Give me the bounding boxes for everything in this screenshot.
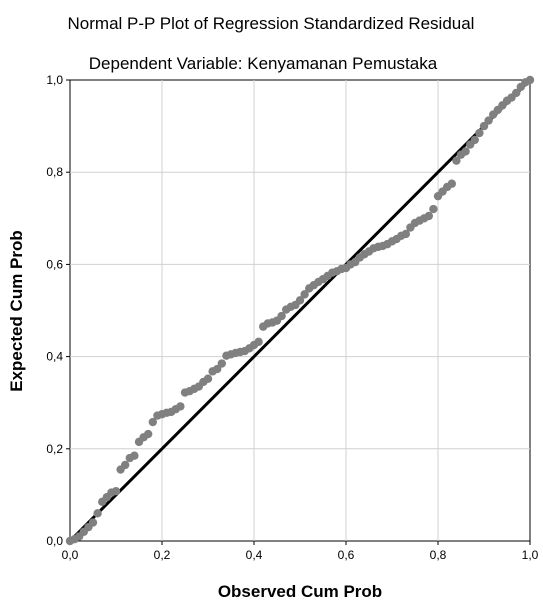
- x-tick-label: 1,0: [522, 548, 539, 562]
- y-tick-label: 1,0: [46, 73, 63, 87]
- data-point: [300, 290, 309, 299]
- y-tick-label: 0,0: [46, 534, 63, 548]
- data-point: [295, 296, 305, 305]
- y-tick-label: 0,6: [46, 257, 63, 271]
- grid-lines: [66, 79, 531, 545]
- y-tick-label: 0,8: [46, 165, 63, 179]
- x-tick-label: 0,4: [246, 548, 263, 562]
- y-axis-title: Expected Cum Prob: [7, 230, 26, 392]
- data-point: [525, 75, 535, 85]
- data-point: [401, 229, 410, 239]
- data-point: [88, 518, 98, 527]
- chart-subtitle: Dependent Variable: Kenyamanan Pemustaka: [89, 54, 438, 73]
- data-point: [479, 121, 489, 131]
- data-point: [217, 359, 226, 368]
- data-point: [484, 116, 493, 125]
- data-point: [447, 179, 456, 188]
- x-tick-label: 0,8: [430, 548, 447, 562]
- data-point: [277, 311, 286, 321]
- data-point: [144, 429, 153, 439]
- data-point: [512, 88, 521, 98]
- data-point: [176, 402, 185, 411]
- data-point: [111, 487, 121, 496]
- data-point: [130, 451, 139, 460]
- reference-line: [68, 78, 532, 543]
- data-point: [424, 211, 433, 221]
- data-point: [93, 509, 102, 518]
- x-tick-label: 0,0: [62, 548, 79, 562]
- data-point: [452, 156, 461, 165]
- x-tick-label: 0,2: [154, 548, 171, 562]
- data-point: [121, 460, 130, 470]
- x-tick-label: 0,6: [338, 548, 355, 562]
- data-point: [461, 147, 470, 156]
- y-tick-label: 0,4: [46, 350, 63, 364]
- data-points: [65, 75, 535, 546]
- data-point: [429, 204, 438, 214]
- data-point: [148, 417, 157, 427]
- data-point: [213, 364, 222, 374]
- data-point: [470, 135, 479, 145]
- data-point: [475, 128, 484, 138]
- x-axis-title: Observed Cum Prob: [218, 582, 382, 601]
- tick-labels: 0,0 0,2 0,4 0,6 0,8 1,0 0,0 0,2 0,4 0,6 0,8 1,0: [46, 73, 538, 562]
- data-point: [254, 337, 263, 347]
- y-tick-label: 0,2: [46, 442, 63, 456]
- data-point: [203, 374, 213, 383]
- chart-title: Normal P-P Plot of Regression Standardiz…: [68, 14, 475, 33]
